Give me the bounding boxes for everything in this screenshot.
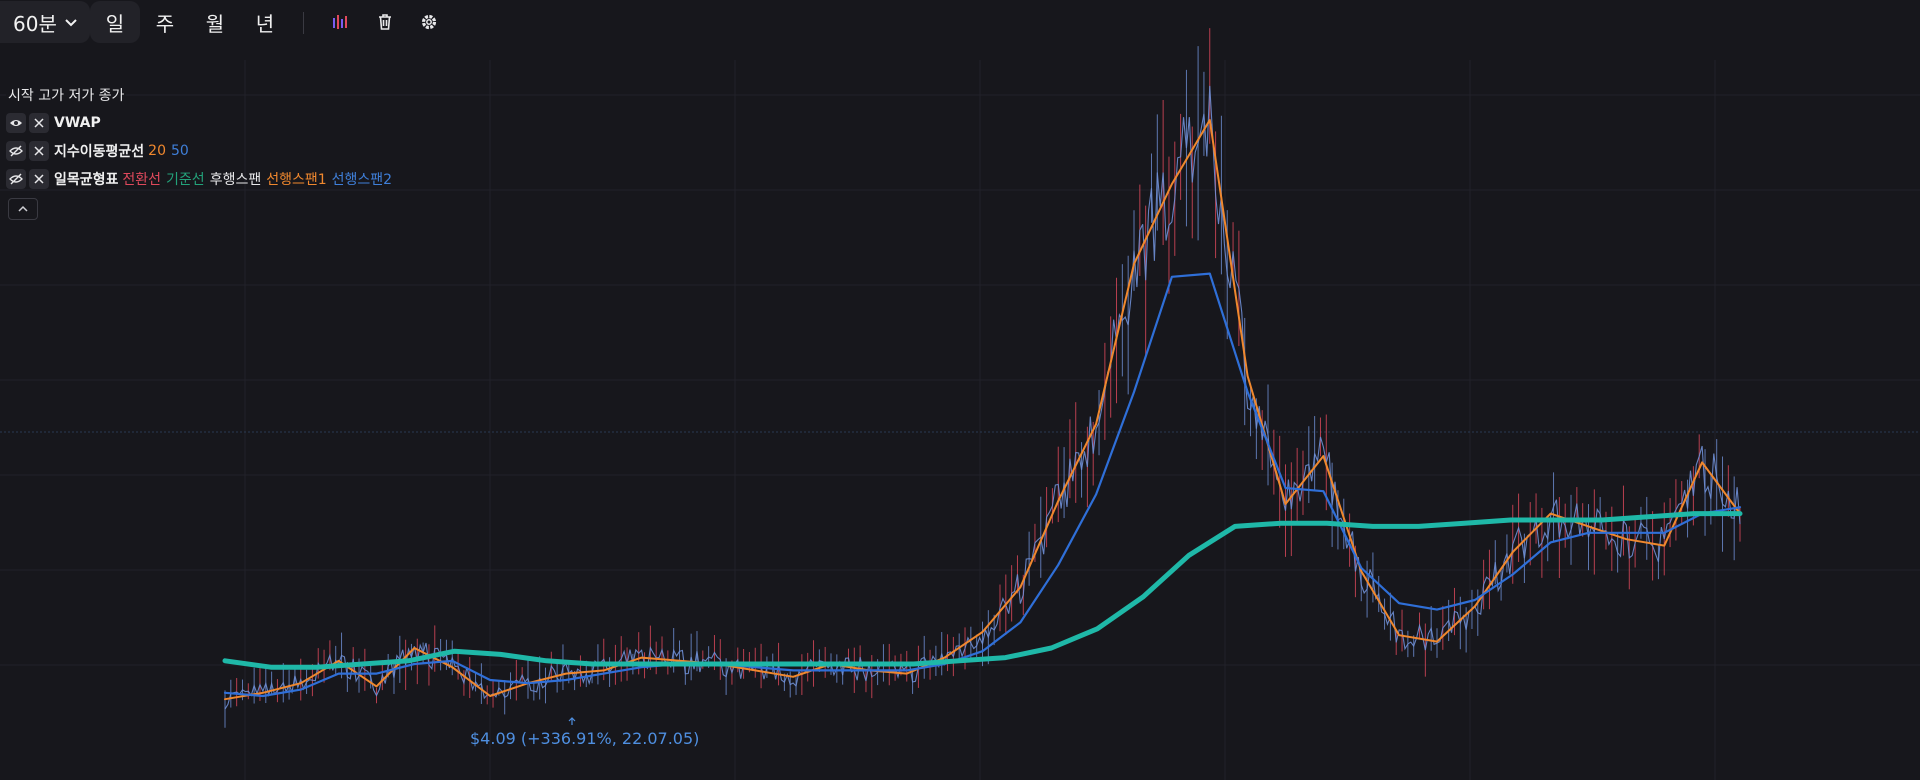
- chevron-down-icon: [65, 19, 77, 27]
- close-icon[interactable]: [29, 113, 49, 133]
- low-price-annotation: $4.09 (+336.91%, 22.07.05): [470, 729, 700, 748]
- low-marker-arrow: [568, 717, 576, 725]
- ema50-line: [223, 272, 1742, 698]
- indicator-name: VWAP: [54, 115, 101, 131]
- close-icon[interactable]: [29, 169, 49, 189]
- indicator-param: 전환선: [122, 172, 162, 188]
- interval-label: 60분: [13, 11, 57, 36]
- indicator-name: 일목균형표: [54, 172, 119, 188]
- interval-selector[interactable]: 60분: [0, 1, 90, 43]
- ohlc-close-label: 종가: [98, 88, 125, 104]
- indicator-param: 50: [171, 143, 189, 159]
- indicator-param: 20: [148, 143, 166, 159]
- indicator-param: 선행스팬2: [331, 172, 393, 188]
- indicator-param: 선행스팬1: [266, 172, 327, 188]
- eye-off-icon[interactable]: [6, 169, 26, 189]
- ohlc-low-label: 저가: [68, 88, 95, 104]
- indicator-row-ichimoku: 일목균형표 전환선 기준선 후행스팬 선행스팬1 선행스팬2: [6, 168, 397, 190]
- timeframe-year[interactable]: 년: [255, 11, 275, 36]
- indicator-row-vwap: VWAP: [6, 112, 105, 134]
- indicator-param: 후행스팬: [209, 172, 262, 188]
- timeframe-month[interactable]: 월: [205, 11, 225, 36]
- timeframe-day[interactable]: 일: [90, 1, 140, 43]
- ohlc-open-label: 시작: [8, 88, 34, 104]
- vwap-line: [222, 511, 1743, 670]
- timeframe-week[interactable]: 주: [155, 11, 175, 36]
- indicator-param: 기준선: [166, 172, 205, 188]
- toolbar-divider: [303, 12, 304, 34]
- trash-icon[interactable]: [373, 10, 397, 34]
- ohlc-row: 시작 고가 저가 종가: [6, 84, 127, 106]
- ema20-line: [224, 119, 1741, 701]
- indicator-name: 지수이동평균선: [54, 144, 145, 160]
- eye-off-icon[interactable]: [6, 141, 26, 161]
- gear-icon[interactable]: [417, 10, 441, 34]
- chevron-up-icon: [18, 205, 28, 212]
- ohlc-high-label: 고가: [38, 88, 64, 104]
- collapse-legend-button[interactable]: [8, 198, 38, 220]
- indicators-icon[interactable]: [328, 10, 352, 34]
- indicator-row-ema: 지수이동평균선 20 50: [6, 140, 194, 162]
- eye-icon[interactable]: [6, 113, 26, 133]
- close-icon[interactable]: [29, 141, 49, 161]
- price-line: [224, 85, 1741, 710]
- chart-toolbar: 60분 일 주 월 년: [0, 0, 1920, 44]
